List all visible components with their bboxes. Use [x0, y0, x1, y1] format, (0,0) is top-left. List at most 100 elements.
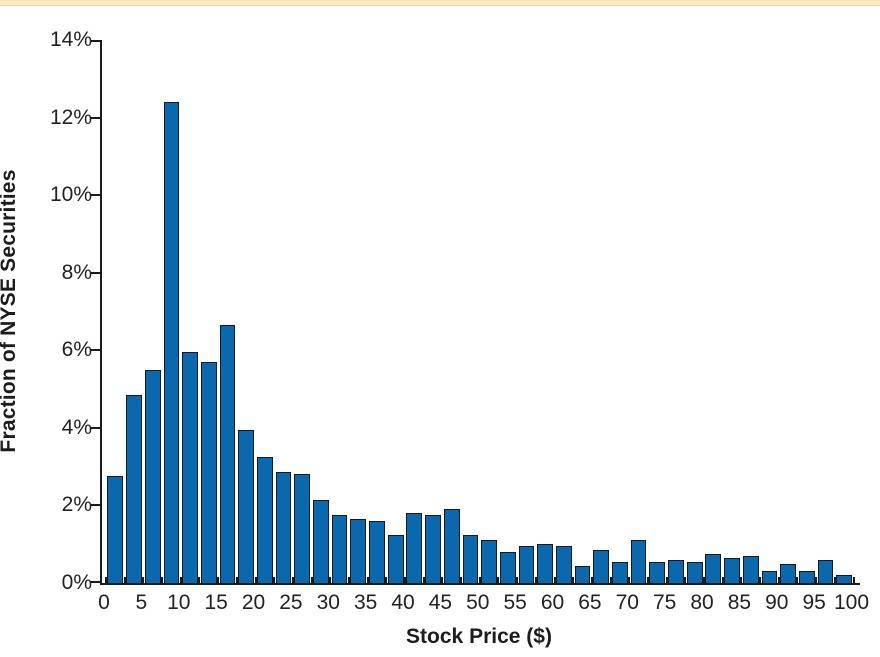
histogram-bar [350, 519, 367, 583]
histogram-bar [462, 534, 479, 583]
histogram-bar [630, 540, 647, 583]
histogram-bar [518, 546, 535, 583]
x-axis-tick-label: 0 [98, 591, 110, 614]
x-axis-tick-label: 30 [316, 591, 340, 614]
histogram-bar [313, 499, 329, 583]
histogram-bar [836, 575, 853, 583]
y-axis-tick [90, 504, 102, 507]
x-axis-tick [665, 577, 668, 583]
histogram-bar [294, 474, 311, 583]
x-axis-tick-label: 100 [833, 591, 870, 614]
y-axis-tick-label: 6% [61, 338, 92, 362]
histogram-bar [387, 534, 404, 583]
x-axis-tick [217, 577, 220, 583]
y-axis-tick [90, 271, 102, 274]
x-axis-tick-label: 50 [466, 591, 490, 614]
y-axis-tick-label: 10% [49, 183, 92, 207]
x-axis-tick-label: 75 [652, 591, 677, 614]
histogram-bar [163, 102, 180, 583]
y-axis-tick [90, 40, 102, 42]
x-axis-tick-label: 20 [241, 591, 266, 614]
x-axis-tick-label: 60 [540, 591, 565, 614]
x-axis-tick [254, 577, 257, 583]
y-axis-tick-label: 0% [61, 571, 92, 594]
x-axis-tick [646, 577, 649, 583]
x-axis-tick [833, 577, 836, 583]
x-axis-tick [310, 577, 313, 583]
histogram-bar [331, 515, 348, 583]
histogram-bar [275, 472, 292, 583]
plot-area [90, 40, 860, 585]
y-axis-tick [90, 581, 102, 583]
x-axis-tick [721, 577, 724, 583]
histogram-bar [537, 544, 554, 583]
histogram-bar [649, 561, 666, 583]
histogram-bar [144, 369, 161, 583]
y-axis-tick-label: 8% [61, 260, 92, 284]
x-axis-tick-label: 70 [615, 591, 639, 614]
x-axis-tick-label: 65 [578, 591, 602, 614]
x-axis-tick [422, 577, 425, 583]
x-axis-tick [478, 577, 481, 583]
histogram-bar [219, 325, 236, 583]
x-axis-tick [684, 577, 687, 583]
x-axis-tick-label: 25 [279, 591, 303, 614]
histogram-bar [574, 565, 591, 583]
histogram-bar [238, 429, 255, 583]
x-axis-tick [366, 577, 369, 583]
x-axis-tick-label: 35 [353, 591, 378, 614]
histogram-bar [798, 571, 815, 583]
histogram-bar [817, 559, 834, 583]
x-axis-tick [740, 577, 743, 583]
y-axis-tick [90, 116, 102, 119]
x-axis-tick [516, 577, 519, 583]
x-axis-tick [759, 577, 762, 583]
histogram-bar [425, 515, 441, 583]
y-axis-tick [90, 426, 102, 429]
x-axis-tick-label: 5 [135, 591, 148, 614]
x-axis-tick-label: 15 [204, 591, 228, 614]
histogram-bar [724, 557, 740, 583]
top-accent-band [0, 0, 880, 6]
x-axis-tick [179, 577, 182, 583]
y-axis-tick-label: 4% [61, 415, 92, 439]
histogram-bar [612, 561, 628, 583]
x-axis-tick-label: 85 [727, 591, 752, 614]
histogram-bar [742, 555, 759, 583]
x-axis-tick [572, 577, 575, 583]
x-axis-tick [590, 577, 593, 583]
x-axis-tick [291, 577, 294, 583]
y-axis-tick-label: 12% [49, 105, 92, 129]
histogram-bar [107, 476, 124, 583]
x-axis-tick [105, 577, 107, 583]
x-axis-tick [497, 577, 500, 583]
histogram-bar [481, 540, 497, 583]
x-axis-tick [347, 577, 350, 583]
histogram-bar [182, 352, 198, 583]
x-axis-tick [235, 577, 238, 583]
x-axis-tick [123, 577, 126, 583]
histogram-bar [126, 394, 142, 583]
x-axis-tick [703, 577, 705, 583]
x-axis-title: Stock Price ($) [406, 625, 552, 648]
x-axis-tick-label: 55 [503, 591, 527, 614]
x-axis-tick [329, 577, 332, 583]
x-axis-tick [441, 577, 444, 583]
x-axis-tick [628, 577, 631, 583]
x-axis-tick [815, 577, 818, 583]
x-axis-tick [534, 577, 537, 583]
x-axis-tick-label: 95 [802, 591, 826, 614]
x-axis-tick [777, 577, 780, 583]
histogram-bar [668, 559, 684, 583]
histogram-bar [705, 553, 722, 583]
histogram-bar [686, 561, 703, 583]
x-axis-tick [609, 577, 612, 583]
histogram-bar [256, 456, 273, 583]
x-axis-tick-label: 80 [690, 591, 714, 614]
x-axis-tick [273, 577, 276, 583]
x-axis-tick-label: 45 [428, 591, 453, 614]
x-axis-tick-label: 90 [765, 591, 789, 614]
y-axis-title: Fraction of NYSE Securities [0, 169, 20, 453]
histogram-bar [761, 571, 778, 583]
histogram-bar [406, 513, 423, 583]
